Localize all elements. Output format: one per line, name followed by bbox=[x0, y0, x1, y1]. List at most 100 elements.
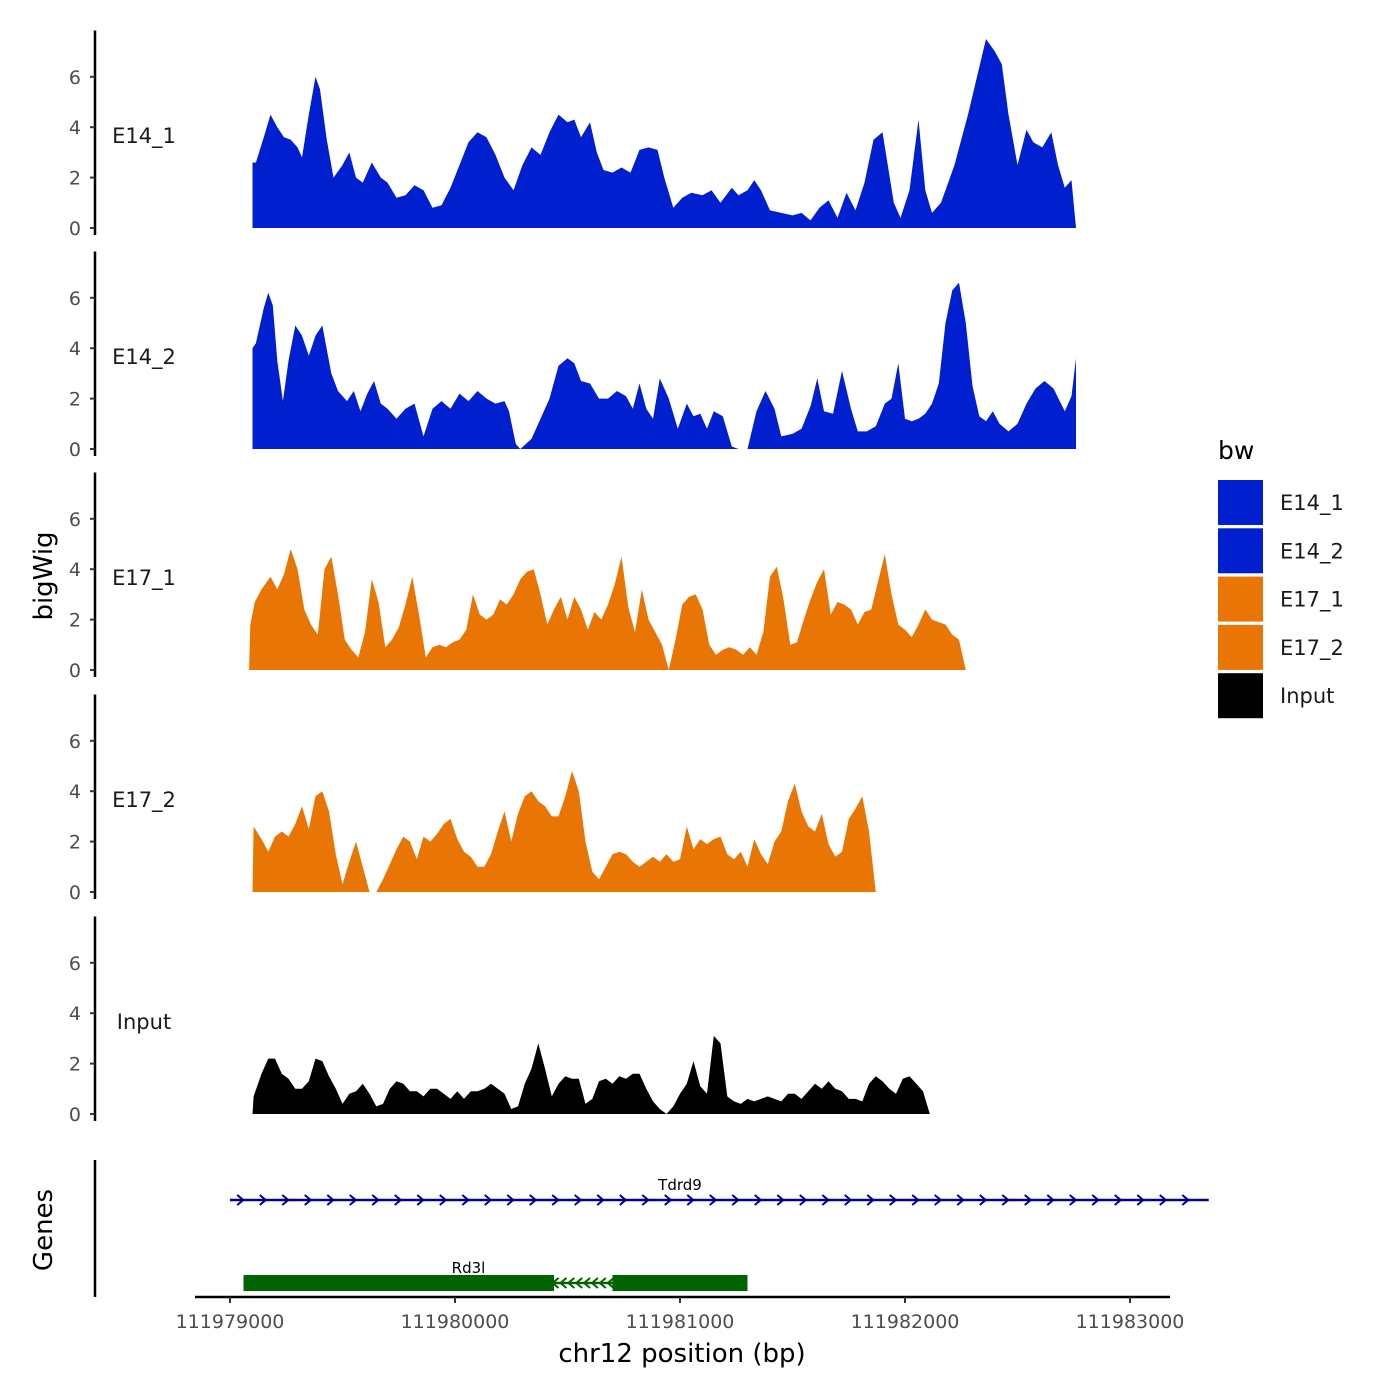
legend-swatch-input bbox=[1218, 673, 1263, 719]
strand-arrow bbox=[979, 1194, 988, 1206]
strand-arrow bbox=[1046, 1194, 1055, 1206]
strand-arrow bbox=[911, 1194, 920, 1206]
x-axis-title: chr12 position (bp) bbox=[558, 1339, 805, 1369]
strand-arrow bbox=[236, 1194, 245, 1206]
strand-arrow bbox=[574, 1194, 583, 1206]
exon-block bbox=[612, 1275, 748, 1291]
track-label-e17-1: E17_1 bbox=[112, 566, 176, 591]
strand-arrow bbox=[304, 1194, 313, 1206]
track-label-e14-1: E14_1 bbox=[112, 124, 176, 149]
strand-arrow bbox=[574, 1277, 583, 1289]
strand-arrow bbox=[1114, 1194, 1123, 1206]
strand-arrow bbox=[1001, 1194, 1010, 1206]
strand-arrow bbox=[709, 1194, 718, 1206]
track-e14-2: 0 2 4 6 E14_2 bbox=[69, 251, 1076, 461]
y-tick-label: 4 bbox=[69, 117, 81, 139]
strand-arrow bbox=[566, 1277, 575, 1289]
strand-arrow bbox=[844, 1194, 853, 1206]
signal-area-e14-2 bbox=[252, 282, 1076, 449]
strand-arrow bbox=[582, 1277, 591, 1289]
legend: bw E14_1 E14_2 E17_1 E17_2 Input bbox=[1218, 436, 1344, 719]
signal-area-e17-1 bbox=[249, 549, 966, 670]
legend-swatch-e14-2 bbox=[1218, 528, 1263, 574]
y-tick-label: 6 bbox=[69, 288, 81, 310]
x-tick-label: 111983000 bbox=[1076, 1311, 1185, 1333]
strand-arrow bbox=[371, 1194, 380, 1206]
legend-label-e14-2: E14_2 bbox=[1280, 539, 1344, 564]
gene-tdrd9: Tdrd9 bbox=[230, 1176, 1209, 1206]
strand-arrow bbox=[934, 1194, 943, 1206]
y-tick-label: 2 bbox=[69, 610, 81, 632]
strand-arrow bbox=[619, 1194, 628, 1206]
signal-area-e17-2 bbox=[252, 771, 876, 892]
gene-label-rd3l: Rd3l bbox=[452, 1259, 486, 1277]
legend-title: bw bbox=[1218, 436, 1254, 465]
strand-arrow bbox=[551, 1194, 560, 1206]
strand-arrow bbox=[1069, 1194, 1078, 1206]
x-tick-label: 111979000 bbox=[176, 1311, 285, 1333]
gene-rd3l: Rd3l bbox=[243, 1259, 748, 1291]
legend-label-e14-1: E14_1 bbox=[1280, 491, 1344, 516]
y-tick-label: 2 bbox=[69, 168, 81, 190]
gene-label-tdrd9: Tdrd9 bbox=[657, 1176, 702, 1194]
exon-block bbox=[243, 1275, 554, 1291]
track-label-e14-2: E14_2 bbox=[112, 345, 176, 370]
strand-arrow bbox=[394, 1194, 403, 1206]
legend-label-e17-2: E17_2 bbox=[1280, 636, 1344, 661]
y-tick-label: 4 bbox=[69, 559, 81, 581]
legend-label-e17-1: E17_1 bbox=[1280, 588, 1344, 613]
strand-arrow bbox=[596, 1194, 605, 1206]
strand-arrow bbox=[799, 1194, 808, 1206]
legend-swatch-e17-1 bbox=[1218, 576, 1263, 622]
legend-swatch-e17-2 bbox=[1218, 624, 1263, 670]
y-tick-label: 2 bbox=[69, 832, 81, 854]
signal-area-e14-1 bbox=[252, 39, 1076, 228]
legend-label-input: Input bbox=[1280, 684, 1334, 708]
strand-arrow bbox=[641, 1194, 650, 1206]
track-e17-2: 0 2 4 6 E17_2 bbox=[69, 694, 876, 904]
track-e17-1: 0 2 4 6 E17_1 bbox=[69, 472, 966, 682]
y-tick-label: 6 bbox=[69, 509, 81, 531]
y-tick-label: 4 bbox=[69, 338, 81, 360]
y-tick-label: 0 bbox=[69, 1104, 81, 1126]
strand-arrow bbox=[606, 1277, 615, 1289]
strand-arrow bbox=[821, 1194, 830, 1206]
genes-track-title: Genes bbox=[29, 1189, 59, 1271]
y-axis-title: bigWig bbox=[29, 531, 59, 620]
strand-arrow bbox=[598, 1277, 607, 1289]
strand-arrow bbox=[281, 1194, 290, 1206]
track-label-input: Input bbox=[117, 1010, 171, 1034]
strand-arrow bbox=[529, 1194, 538, 1206]
track-e14-1: 0 2 4 6 E14_1 bbox=[69, 30, 1076, 240]
y-tick-label: 6 bbox=[69, 953, 81, 975]
strand-arrow bbox=[1159, 1194, 1168, 1206]
strand-arrow bbox=[889, 1194, 898, 1206]
strand-arrow bbox=[754, 1194, 763, 1206]
y-tick-label: 0 bbox=[69, 660, 81, 682]
x-tick-label: 111981000 bbox=[626, 1311, 735, 1333]
strand-arrow bbox=[259, 1194, 268, 1206]
strand-arrow bbox=[1024, 1194, 1033, 1206]
x-tick-label: 111980000 bbox=[401, 1311, 510, 1333]
legend-swatch-e14-1 bbox=[1218, 480, 1263, 525]
strand-arrow bbox=[731, 1194, 740, 1206]
strand-arrow bbox=[686, 1194, 695, 1206]
strand-arrow bbox=[461, 1194, 470, 1206]
y-tick-label: 2 bbox=[69, 389, 81, 411]
strand-arrow bbox=[506, 1194, 515, 1206]
x-tick-label: 111982000 bbox=[851, 1311, 960, 1333]
y-tick-label: 4 bbox=[69, 1003, 81, 1025]
strand-arrow bbox=[956, 1194, 965, 1206]
y-tick-label: 2 bbox=[69, 1054, 81, 1076]
y-tick-label: 0 bbox=[69, 439, 81, 461]
tracks: 0 2 4 6 E14_1 0 2 4 6 E14_2 0 2 4 6 E17_1 0 2 4 6 E17_2 0 2 4 6… bbox=[69, 30, 1076, 1126]
strand-arrow bbox=[349, 1194, 358, 1206]
strand-arrow bbox=[416, 1194, 425, 1206]
gene-annotation-track: Tdrd9 Rd3l bbox=[93, 1160, 1209, 1297]
x-axis: 111979000 111980000 111981000 111982000 1119… bbox=[176, 1295, 1185, 1333]
y-tick-label: 6 bbox=[69, 67, 81, 89]
strand-arrow bbox=[1181, 1194, 1190, 1206]
strand-arrow bbox=[1136, 1194, 1145, 1206]
strand-arrow bbox=[590, 1277, 599, 1289]
